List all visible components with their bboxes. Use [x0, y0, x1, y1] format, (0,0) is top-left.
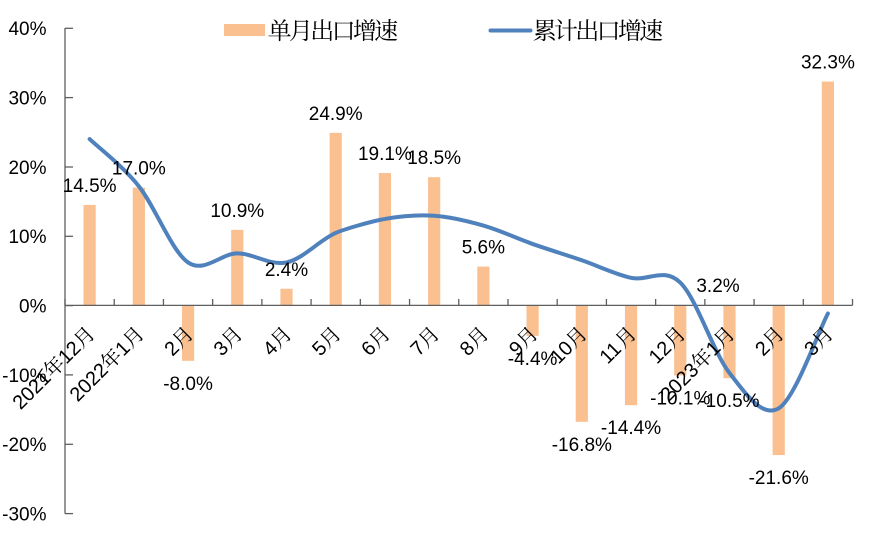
svg-text:0%: 0%	[19, 297, 47, 318]
svg-text:-21.6%: -21.6%	[749, 468, 809, 489]
svg-text:-8.0%: -8.0%	[163, 374, 213, 395]
svg-text:3.2%: 3.2%	[696, 276, 739, 297]
svg-text:32.3%: 32.3%	[801, 53, 855, 74]
svg-text:19.1%: 19.1%	[358, 144, 412, 165]
svg-text:18.5%: 18.5%	[407, 148, 461, 169]
svg-text:-10.5%: -10.5%	[699, 391, 759, 412]
svg-text:-14.4%: -14.4%	[601, 418, 661, 439]
svg-text:-30%: -30%	[2, 505, 46, 526]
svg-text:5.6%: 5.6%	[462, 238, 505, 259]
svg-text:40%: 40%	[8, 19, 46, 40]
svg-text:10%: 10%	[8, 227, 46, 248]
svg-text:2.4%: 2.4%	[265, 260, 308, 281]
svg-text:-10%: -10%	[2, 366, 46, 387]
svg-text:-4.4%: -4.4%	[508, 349, 558, 370]
svg-text:14.5%: 14.5%	[63, 176, 117, 197]
svg-text:-16.8%: -16.8%	[552, 435, 612, 456]
svg-text:30%: 30%	[8, 89, 46, 110]
svg-text:10.9%: 10.9%	[210, 201, 264, 222]
svg-text:17.0%: 17.0%	[112, 159, 166, 180]
svg-text:-10.1%: -10.1%	[650, 388, 710, 409]
svg-text:20%: 20%	[8, 158, 46, 179]
svg-text:24.9%: 24.9%	[309, 104, 363, 125]
svg-text:-20%: -20%	[2, 435, 46, 456]
